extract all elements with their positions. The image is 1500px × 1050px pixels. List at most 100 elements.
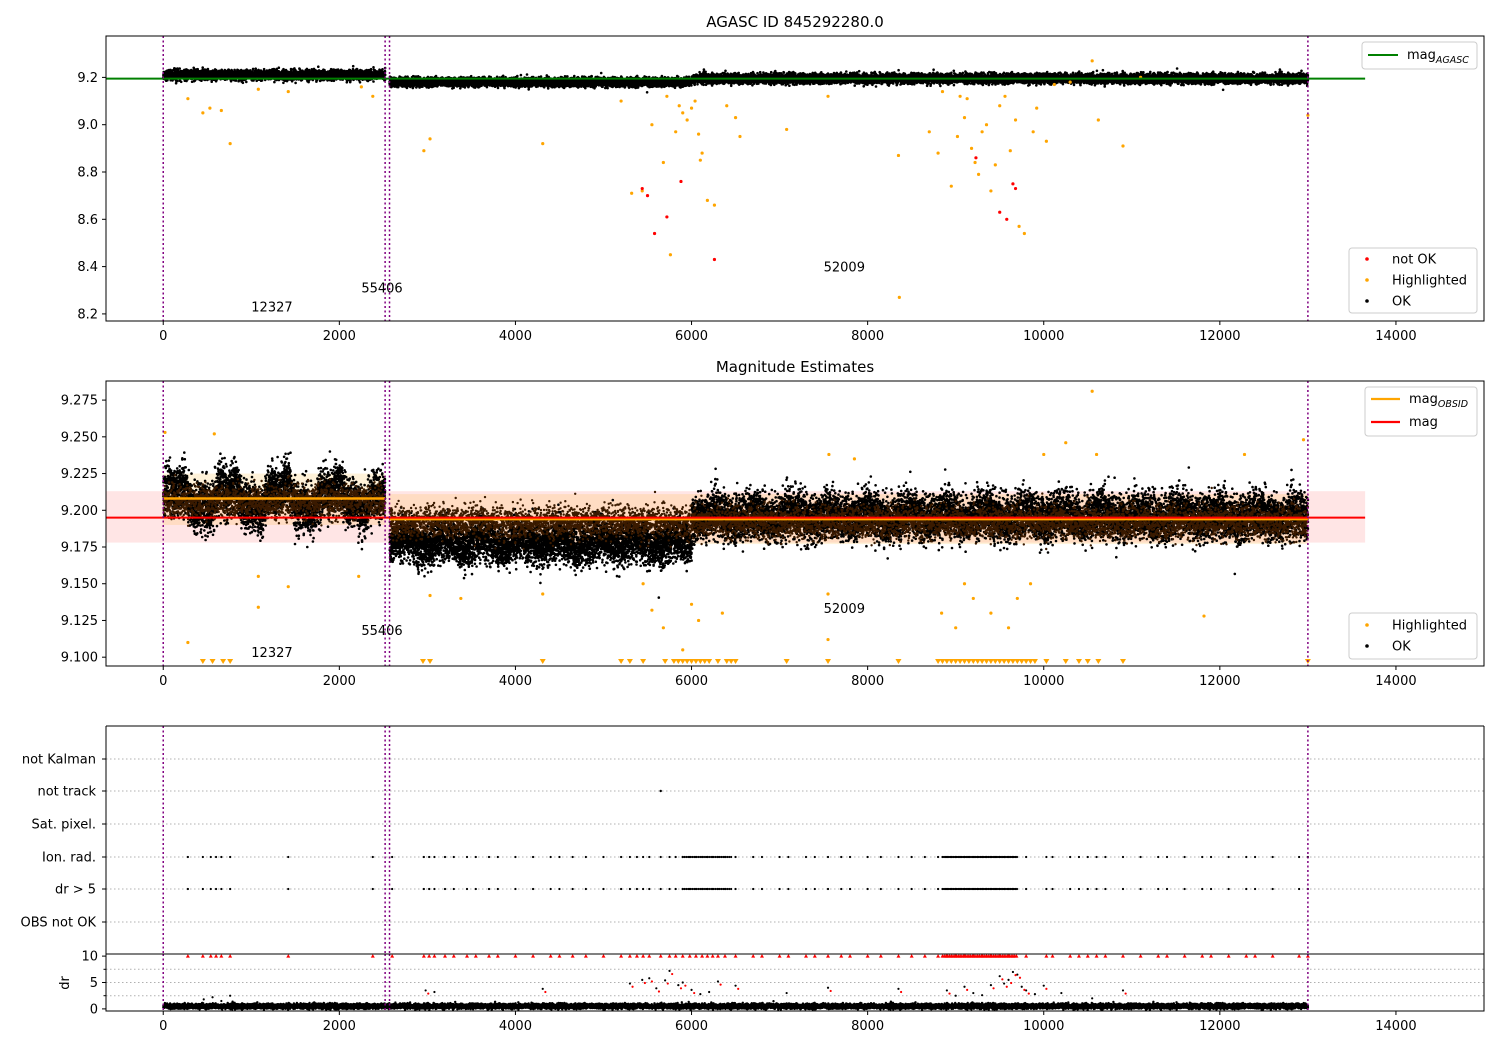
flag-point-ion-rad bbox=[941, 855, 944, 859]
highlighted-clipped-marker bbox=[1023, 659, 1030, 664]
dr-notok-point bbox=[631, 985, 634, 988]
highlighted-point bbox=[1017, 224, 1021, 228]
legend-point-marker bbox=[1365, 278, 1369, 282]
dr-notok-point bbox=[1124, 992, 1127, 995]
flag-point-ion-rad bbox=[778, 855, 781, 859]
flag-point-ion-rad bbox=[693, 855, 696, 859]
dr-clipped-marker bbox=[1050, 954, 1055, 958]
highlighted-point bbox=[826, 592, 830, 596]
legend-agasc-line-frame bbox=[1361, 41, 1478, 70]
dr-clipped-marker bbox=[421, 954, 426, 958]
dr-clipped-marker bbox=[390, 954, 395, 958]
dr-clipped-marker bbox=[1253, 954, 1258, 958]
flag-point-dr5 bbox=[716, 887, 719, 891]
panel-agasc-title: AGASC ID 845292280.0 bbox=[706, 13, 884, 31]
highlighted-point bbox=[256, 605, 260, 609]
dr-clipped-marker bbox=[1120, 954, 1125, 958]
flag-point-ion-rad bbox=[695, 855, 698, 859]
highlighted-point bbox=[698, 158, 702, 162]
panel-magnitude-axes: 0 2000 4000 6000 8000 10000 12000 14000 9.100 9.1… bbox=[61, 380, 1485, 689]
dr-point bbox=[211, 996, 214, 999]
highlighted-point bbox=[201, 111, 205, 115]
panel-dr-xtick-label: 8000 bbox=[851, 1019, 884, 1034]
highlighted-point bbox=[1242, 452, 1247, 457]
highlighted-point bbox=[969, 146, 974, 150]
highlighted-clipped-marker bbox=[961, 659, 968, 664]
flag-point-dr5 bbox=[697, 887, 700, 891]
flag-point-dr5 bbox=[214, 887, 218, 891]
not-ok-point bbox=[665, 215, 669, 219]
flag-point-dr5 bbox=[1015, 887, 1019, 891]
panel-dr-xtick-label: 0 bbox=[159, 1019, 167, 1034]
highlighted-clipped-marker bbox=[1119, 659, 1126, 664]
panel-dr-xtick-label: 6000 bbox=[675, 1019, 708, 1034]
dr-clipped-marker bbox=[1138, 954, 1143, 958]
panel-agasc-ytick-label: 8.4 bbox=[77, 260, 98, 275]
dr-point bbox=[690, 988, 693, 991]
flag-point-ion-rad bbox=[1271, 855, 1274, 859]
dr-notok-point bbox=[1027, 992, 1030, 995]
flag-point-ion-rad bbox=[674, 855, 677, 859]
panel-flags-axes: not Kalman not track Sat. pixel. Ion. rad. d… bbox=[21, 725, 1485, 954]
flag-point-dr5 bbox=[840, 887, 843, 891]
highlighted-point bbox=[541, 592, 545, 596]
flag-point-dr5 bbox=[979, 887, 982, 891]
dr-clipped-marker bbox=[839, 954, 844, 958]
highlighted-point bbox=[1042, 452, 1046, 457]
highlighted-point bbox=[705, 198, 709, 202]
dr-notok-point bbox=[992, 987, 995, 990]
highlighted-point bbox=[650, 608, 654, 612]
flag-point-ion-rad bbox=[787, 855, 790, 859]
flag-point-ion-rad bbox=[1121, 855, 1125, 859]
flag-point-dr5 bbox=[760, 887, 764, 891]
dr-point bbox=[677, 984, 680, 987]
dr-clipped-marker bbox=[583, 954, 588, 958]
highlighted-clipped-marker bbox=[979, 659, 986, 664]
flag-point-dr5 bbox=[1001, 887, 1004, 891]
dr-clipped-marker bbox=[548, 954, 553, 958]
dr-clipped-marker bbox=[531, 954, 536, 958]
panel-magnitude-xtick-label: 14000 bbox=[1375, 674, 1416, 689]
dr-clipped-marker bbox=[1156, 954, 1161, 958]
dr-clipped-marker bbox=[1226, 954, 1231, 958]
dr-point bbox=[220, 999, 223, 1003]
dr-point bbox=[1007, 978, 1010, 981]
flag-point-ion-rad bbox=[371, 855, 374, 859]
flag-point-ion-rad bbox=[1000, 855, 1003, 859]
flag-point-ion-rad bbox=[720, 855, 723, 859]
highlighted-clipped-marker bbox=[692, 659, 699, 664]
flag-point-dr5 bbox=[981, 887, 984, 891]
flag-point-ion-rad bbox=[487, 855, 491, 859]
not-ok-point bbox=[1013, 186, 1018, 191]
flag-point-ion-rad bbox=[209, 855, 212, 859]
dr-point bbox=[699, 993, 702, 996]
highlighted-clipped-marker bbox=[714, 659, 721, 664]
dr-clipped-marker bbox=[451, 954, 456, 958]
highlighted-clipped-marker bbox=[952, 659, 959, 664]
panel-magnitude-xtick-label: 0 bbox=[159, 674, 167, 689]
flag-point-dr5 bbox=[952, 887, 955, 891]
panel-magnitude-xtick-label: 6000 bbox=[675, 674, 708, 689]
flag-point-dr5 bbox=[1271, 887, 1274, 891]
flag-point-ion-rad bbox=[974, 855, 977, 859]
flag-point-dr5 bbox=[220, 887, 223, 891]
dr-point bbox=[628, 982, 632, 985]
flag-point-ion-rad bbox=[998, 855, 1001, 859]
dr-point bbox=[681, 981, 684, 984]
dr-clipped-marker bbox=[1103, 954, 1108, 958]
panel-dr-xtick-label: 14000 bbox=[1375, 1019, 1416, 1034]
highlighted-point bbox=[1096, 118, 1100, 122]
flag-point-dr5 bbox=[734, 887, 737, 891]
dr-point bbox=[708, 990, 711, 994]
dr-point bbox=[664, 979, 667, 982]
flag-point-dr5 bbox=[201, 887, 204, 891]
flag-point-dr5 bbox=[1209, 887, 1213, 891]
dr-clipped-marker bbox=[647, 954, 652, 958]
flag-point-dr5 bbox=[1201, 887, 1204, 891]
dr-clipped-marker bbox=[619, 954, 624, 958]
flag-point-ion-rad bbox=[957, 855, 960, 859]
legend-point-label: Highlighted bbox=[1392, 274, 1467, 289]
highlighted-point bbox=[1052, 82, 1056, 87]
flag-point-dr5 bbox=[714, 887, 717, 891]
